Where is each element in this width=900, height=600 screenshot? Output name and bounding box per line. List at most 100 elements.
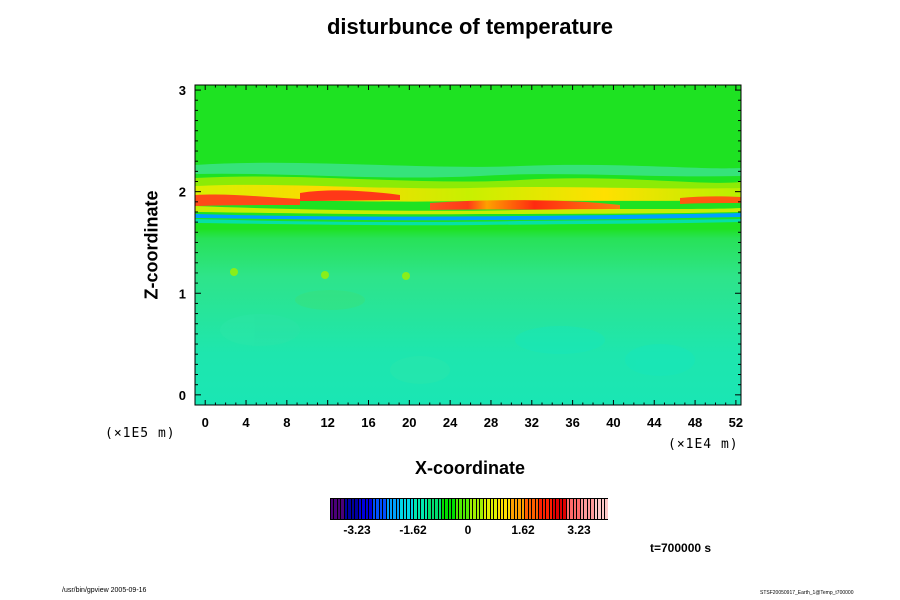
x-tick-label: 8 <box>283 415 290 430</box>
colorbar-swatch <box>445 499 449 519</box>
x-tick-label: 16 <box>361 415 375 430</box>
colorbar-swatch <box>497 499 501 519</box>
colorbar-swatch <box>351 499 356 519</box>
colorbar-swatch <box>521 499 526 519</box>
yellow-band-lower <box>195 206 741 215</box>
lower-turbulence <box>220 290 695 384</box>
colorbar-swatch <box>525 499 529 519</box>
colorbar-swatch <box>358 499 363 519</box>
colorbar-swatch <box>487 499 491 519</box>
colorbar-swatch <box>393 499 397 519</box>
colorbar-swatch <box>469 499 474 519</box>
x-tick-label: 12 <box>320 415 334 430</box>
colorbar-swatch <box>344 499 349 519</box>
colorbar-swatch <box>421 499 425 519</box>
colorbar-swatch <box>587 499 592 519</box>
colorbar-swatch <box>573 499 578 519</box>
colorbar-swatch <box>535 499 540 519</box>
red-band-right <box>680 196 741 204</box>
colorbar-swatch <box>570 499 574 519</box>
x-tick-label: 24 <box>443 415 458 430</box>
colorbar-swatch <box>483 499 488 519</box>
y-axis-label: Z-coordinate <box>141 190 162 300</box>
colorbar-swatch <box>539 499 543 519</box>
colorbar-swatch <box>566 499 571 519</box>
colorbar-swatch <box>341 499 345 519</box>
x-tick-label: 20 <box>402 415 416 430</box>
colorbar-swatch <box>546 499 550 519</box>
colorbar-swatch <box>376 499 380 519</box>
colorbar-swatch <box>414 499 418 519</box>
colorbar-swatch <box>348 499 352 519</box>
colorbar-tick-label: -3.23 <box>343 523 371 537</box>
colorbar-swatch <box>476 499 481 519</box>
colorbar-swatch <box>407 499 411 519</box>
colorbar-swatch <box>410 499 415 519</box>
y-tick-label: 3 <box>179 83 186 98</box>
colorbar-swatch <box>532 499 536 519</box>
x-ticks: 0 4 8 12 16 20 24 28 32 36 40 44 48 52 <box>202 85 743 430</box>
y-axis-unit: (×1E5 m) <box>105 426 176 441</box>
colorbar-swatch <box>580 499 585 519</box>
colorbar-swatch <box>601 499 606 519</box>
colorbar-swatch <box>528 499 533 519</box>
colorbar-swatch <box>428 499 432 519</box>
colorbar-swatch <box>462 499 467 519</box>
colorbar-swatch <box>438 499 442 519</box>
colorbar-swatch <box>452 499 456 519</box>
heatmap-field <box>195 85 741 405</box>
colorbar-swatch <box>448 499 453 519</box>
plumes <box>230 268 410 280</box>
colorbar-swatch <box>584 499 588 519</box>
colorbar-swatch <box>605 499 608 519</box>
colorbar-swatch <box>442 499 446 519</box>
colorbar-swatch <box>331 499 335 519</box>
colorbar-swatch <box>559 499 564 519</box>
field-background <box>195 85 741 405</box>
x-axis-unit: (×1E4 m) <box>668 437 739 452</box>
colorbar-swatch <box>598 499 602 519</box>
upper-cyan-layer <box>195 162 741 178</box>
x-tick-label: 0 <box>202 415 209 430</box>
colorbar-swatch <box>514 499 519 519</box>
x-tick-label: 44 <box>647 415 662 430</box>
x-tick-label: 32 <box>525 415 539 430</box>
colorbar-swatch <box>403 499 408 519</box>
colorbar-swatch <box>459 499 463 519</box>
cyan-negative-line <box>195 219 741 226</box>
colorbar-swatch <box>362 499 366 519</box>
colorbar-swatch <box>556 499 560 519</box>
x-tick-label: 40 <box>606 415 620 430</box>
colorbar-tick-label: -1.62 <box>399 523 427 537</box>
chart-title: disturbunce of temperature <box>326 14 614 39</box>
x-axis-label: X-coordinate <box>414 458 525 478</box>
colorbar-swatch <box>542 499 547 519</box>
y-tick-label: 1 <box>179 286 186 301</box>
colorbar-tick-label: 3.23 <box>567 523 591 537</box>
upper-yellow-layer <box>195 176 741 190</box>
x-tick-label: 52 <box>729 415 743 430</box>
footer-right: STSF20050917_Earth_1@Temp_t700000 <box>760 590 854 596</box>
colorbar-swatch <box>435 499 439 519</box>
colorbar-swatch <box>389 499 394 519</box>
colorbar-swatch <box>518 499 522 519</box>
y-ticks: 0 1 2 3 <box>179 83 741 403</box>
colorbar-swatch <box>511 499 515 519</box>
colorbar-swatch <box>369 499 373 519</box>
x-tick-label: 36 <box>565 415 579 430</box>
colorbar-swatch <box>494 499 498 519</box>
colorbar-swatch <box>337 499 342 519</box>
colorbar-swatch <box>553 499 557 519</box>
time-label: t=700000 s <box>650 541 712 555</box>
colorbar-swatch <box>396 499 401 519</box>
colorbar-swatch <box>355 499 359 519</box>
colorbar-swatch <box>365 499 370 519</box>
colorbar <box>330 498 608 520</box>
colorbar-tick-label: 1.62 <box>511 523 535 537</box>
colorbar-swatch <box>473 499 477 519</box>
plot-frame <box>194 84 742 406</box>
colorbar-swatch <box>504 499 508 519</box>
colorbar-swatch <box>594 499 599 519</box>
colorbar-swatch <box>383 499 387 519</box>
